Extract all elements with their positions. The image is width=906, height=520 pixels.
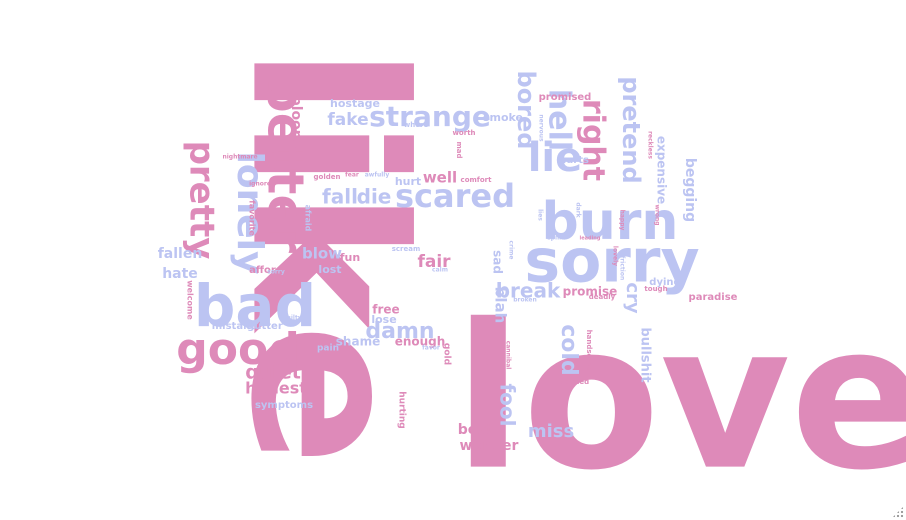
word-gold: gold [442, 343, 452, 365]
word-lost: lost [318, 263, 341, 276]
word-smoke: smoke [483, 111, 523, 124]
word-miss: miss [528, 421, 574, 442]
word-hurting: hurting [397, 391, 407, 429]
word-sorry: sorry [267, 269, 285, 276]
word-cold: cold [556, 324, 581, 375]
word-bad: bad [194, 272, 316, 340]
word-dark: dark [575, 202, 582, 218]
word-right: right [576, 99, 611, 181]
word-damn: damn [365, 319, 434, 344]
word-blah: blah [492, 287, 510, 324]
word-hurts: hurts [559, 155, 589, 166]
word-fall: fall [322, 185, 358, 209]
word-nervous: nervous [538, 114, 545, 142]
word-promise: promise [563, 285, 618, 299]
word-lonely: lonely [229, 152, 270, 275]
word-worried: worried [559, 378, 589, 386]
word-fair: fair [417, 252, 451, 272]
word-wonder: wonder [460, 438, 519, 454]
word-broken: broken [513, 297, 537, 304]
word-gutter: gutter [247, 321, 283, 332]
word-comfort: comfort [461, 176, 493, 184]
word-wrong: wrong [654, 204, 661, 225]
word-killing: killing [353, 394, 363, 425]
word-hell: hell [542, 89, 577, 151]
word-guilty: guilty [282, 315, 302, 322]
word-favorite: favorite [248, 200, 257, 236]
word-welcome: welcome [186, 280, 195, 320]
word-golden: golden [314, 173, 341, 181]
word-crime: crime [508, 241, 515, 260]
word-better: better [257, 77, 315, 253]
word-symptoms: symptoms [255, 400, 313, 411]
word-paradise: paradise [689, 292, 738, 303]
word-tough: tough [644, 285, 667, 293]
word-pretend: pretend [617, 76, 645, 183]
word-good: good [176, 324, 299, 375]
word-whore: whore [404, 121, 429, 129]
word-shame: shame [336, 335, 380, 349]
word-mistake: mistake [212, 321, 257, 332]
word-friction: friction [619, 256, 626, 281]
word-cry: cry [622, 282, 643, 314]
word-die: die [357, 185, 392, 209]
word-bullshit: bullshit [638, 327, 653, 382]
word-ignore: ignore [249, 181, 271, 188]
word-fallen: fallen [158, 246, 203, 262]
word-afraid: afraid [304, 205, 313, 232]
word-honest: honest [245, 379, 307, 398]
word-lose: lose [371, 313, 396, 326]
word-bored: bored [512, 71, 540, 150]
word-like: like [204, 46, 449, 466]
word-hate: hate [162, 266, 198, 282]
word-expensive: expensive [655, 136, 669, 204]
word-fake: fake [327, 110, 368, 130]
word-deadly: deadly [589, 293, 616, 301]
word-afford: afford [249, 265, 283, 276]
word-fool: fool [496, 383, 520, 426]
word-blow: blow [302, 245, 342, 263]
word-lie: lie [528, 135, 583, 181]
word-fear: fear [345, 172, 359, 179]
word-calm: calm [432, 267, 448, 274]
word-sorry: sorry [524, 227, 699, 297]
word-pain: pain [317, 344, 339, 354]
word-pretty: pretty [182, 141, 222, 260]
word-break: break [496, 279, 561, 303]
word-sad: sad [491, 250, 505, 274]
word-love: love [454, 282, 906, 515]
word-mad: mad [455, 141, 463, 158]
word-dying: dying [649, 277, 680, 288]
word-fun: fun [340, 251, 360, 264]
word-burn: burn [542, 192, 679, 252]
word-enough: enough [395, 335, 446, 349]
word-spills: spills [547, 235, 565, 242]
word-quiet: quiet [245, 362, 301, 384]
word-reckless: reckless [647, 131, 654, 159]
word-scream: scream [392, 245, 421, 253]
word-promised: promised [539, 92, 592, 103]
word-handsome: handsome [585, 330, 593, 371]
word-hostage: hostage [330, 97, 380, 110]
word-begging: begging [682, 158, 698, 222]
word-leading: leading [580, 236, 601, 242]
word-best: best [458, 422, 493, 438]
word-lies: lies [537, 209, 544, 221]
word-well: well [423, 169, 457, 187]
word-hurt: hurt [395, 175, 421, 188]
word-bloom: bloom [288, 96, 304, 145]
word-favor: favor [422, 345, 440, 352]
word-happy: happy [619, 210, 626, 231]
word-lovely: lovely [612, 246, 619, 266]
word-strange: strange [369, 100, 491, 133]
word-cannibal: cannibal [505, 341, 512, 370]
word-awfully: awfully [365, 172, 390, 179]
word-death: death [481, 345, 491, 374]
word-free: free [372, 303, 399, 317]
word-scared: scared [395, 177, 515, 215]
word-worth: worth [452, 129, 475, 137]
word-nightmare: nightmare [222, 154, 257, 161]
